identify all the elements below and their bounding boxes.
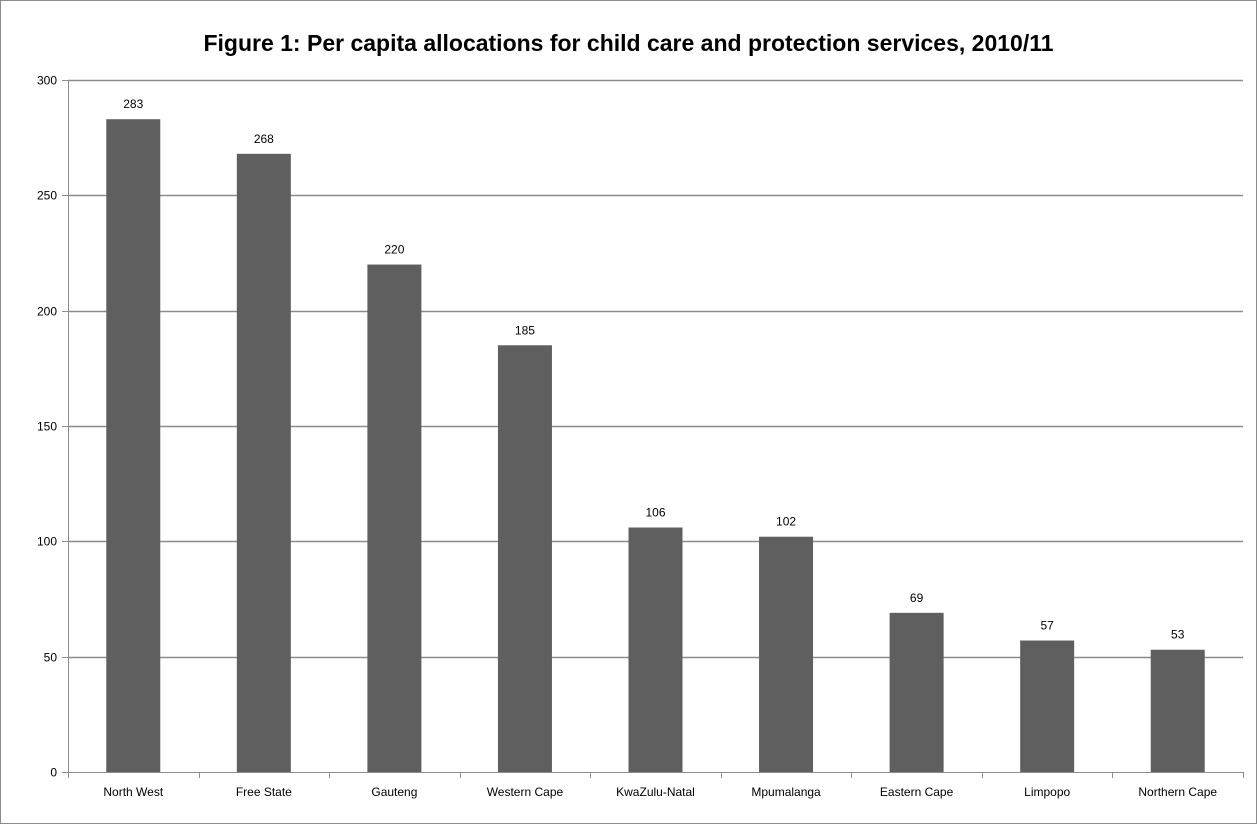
bars — [106, 119, 1205, 773]
x-tick-label: KwaZulu-Natal — [616, 785, 695, 799]
data-label: 57 — [1040, 619, 1054, 633]
x-tick-label: Gauteng — [371, 785, 417, 799]
data-label: 53 — [1171, 628, 1185, 642]
y-tick-label: 0 — [50, 766, 57, 780]
y-tick-label: 100 — [37, 535, 57, 549]
data-label: 185 — [515, 323, 535, 337]
x-tick-label: Limpopo — [1024, 785, 1070, 799]
x-tick-label: Free State — [236, 785, 292, 799]
axes — [62, 80, 1244, 778]
bar — [497, 345, 552, 772]
data-label: 69 — [910, 591, 924, 605]
x-tick-label: Eastern Cape — [880, 785, 954, 799]
bar — [759, 536, 814, 772]
y-tick-label: 300 — [37, 74, 57, 88]
bar — [367, 264, 422, 772]
bar — [889, 612, 944, 772]
chart-title: Figure 1: Per capita allocations for chi… — [203, 30, 1054, 56]
x-tick-label: Western Cape — [487, 785, 564, 799]
x-tick-label: Northern Cape — [1138, 785, 1217, 799]
bar — [1020, 640, 1075, 772]
bar — [1150, 649, 1205, 772]
labels: 0 50 100 150 200 250 300 283 North West 268 Free S… — [37, 74, 1217, 800]
y-tick-label: 150 — [37, 420, 57, 434]
y-tick-label: 50 — [44, 651, 58, 665]
x-tick-label: Mpumalanga — [751, 785, 821, 799]
bar — [106, 119, 161, 773]
data-label: 268 — [254, 132, 274, 146]
bar — [236, 153, 291, 772]
y-tick-label: 200 — [37, 305, 57, 319]
y-tick-label: 250 — [37, 189, 57, 203]
data-label: 102 — [776, 515, 796, 529]
data-label: 283 — [123, 97, 143, 111]
bar — [628, 527, 683, 772]
data-label: 106 — [645, 505, 665, 519]
data-label: 220 — [384, 243, 404, 257]
x-tick-label: North West — [103, 785, 163, 799]
